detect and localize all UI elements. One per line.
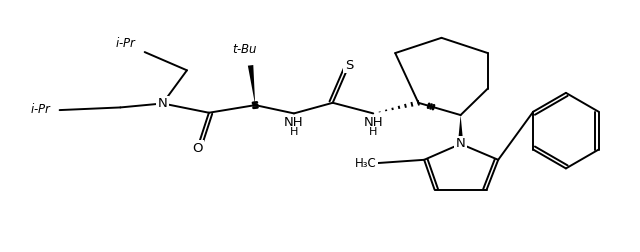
Text: $i$-Pr: $i$-Pr [115, 36, 137, 50]
Text: NH: NH [364, 116, 383, 129]
Text: H: H [290, 127, 298, 137]
Text: H: H [369, 127, 378, 137]
Text: N: N [456, 137, 465, 150]
Text: H₃C: H₃C [355, 157, 377, 170]
Text: NH: NH [284, 116, 304, 129]
Text: S: S [345, 59, 353, 72]
Polygon shape [458, 115, 463, 144]
Text: O: O [192, 142, 203, 155]
Text: $t$-Bu: $t$-Bu [232, 43, 258, 56]
Polygon shape [248, 65, 255, 105]
Text: N: N [157, 97, 168, 110]
Text: $i$-Pr: $i$-Pr [30, 102, 52, 116]
